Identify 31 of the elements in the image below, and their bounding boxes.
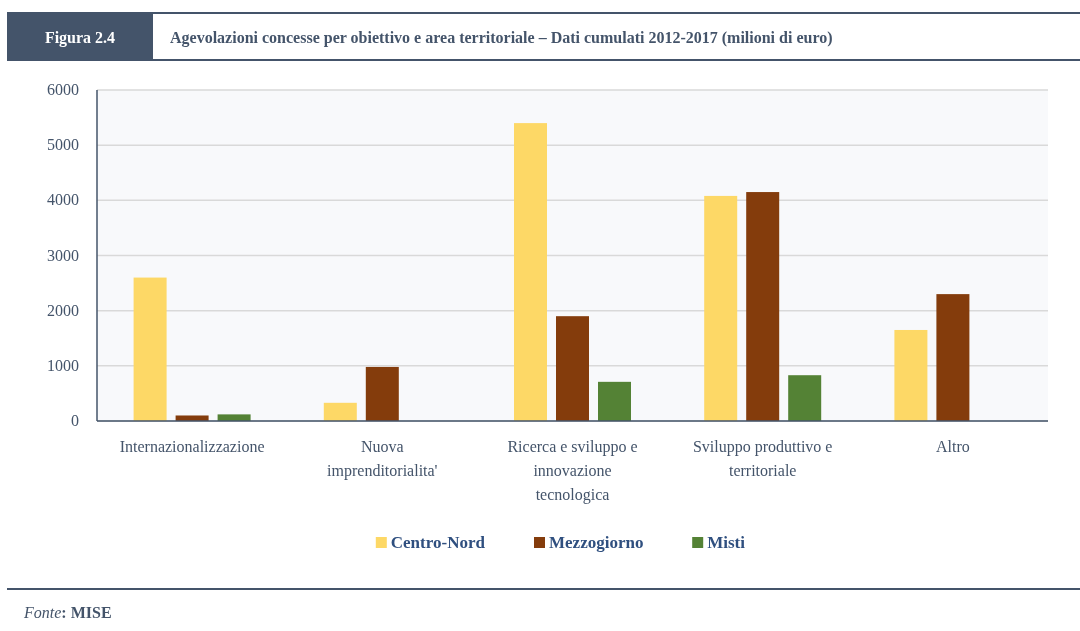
x-tick-label: Altro bbox=[936, 438, 970, 455]
bar bbox=[175, 415, 209, 421]
bar bbox=[788, 375, 822, 421]
bar bbox=[936, 294, 970, 421]
bar bbox=[217, 414, 251, 421]
bar bbox=[746, 192, 780, 421]
y-tick-label: 6000 bbox=[47, 81, 79, 98]
y-tick-label: 2000 bbox=[47, 301, 79, 319]
bar bbox=[598, 381, 631, 421]
bar bbox=[133, 277, 167, 421]
y-tick-label: 1000 bbox=[47, 356, 79, 374]
y-tick-label: 0 bbox=[71, 412, 79, 429]
y-tick-label: 4000 bbox=[47, 191, 79, 209]
bar bbox=[556, 316, 589, 421]
y-tick-label: 5000 bbox=[47, 136, 79, 154]
legend-label: Misti bbox=[707, 533, 746, 552]
bar bbox=[704, 195, 738, 421]
text: Figura 2.4 bbox=[44, 29, 116, 47]
chart-title: Agevolazioni concesse per obiettivo e area territoriale – Dati cumulati 2012-2017 (milioni di euro) bbox=[170, 29, 833, 47]
x-tick-label: Ricerca e sviluppo e innovazione tecnologica bbox=[507, 438, 638, 504]
x-tick-label: Sviluppo produttivo e territoriale bbox=[692, 438, 833, 479]
bar bbox=[365, 366, 399, 421]
x-tick-label: Internazionalizzazione bbox=[119, 438, 265, 455]
bar bbox=[323, 402, 357, 421]
bar bbox=[894, 329, 928, 421]
y-tick-label: 3000 bbox=[47, 246, 79, 264]
x-tick-label: Nuova imprenditorialita' bbox=[327, 438, 438, 480]
legend-label: Centro-Nord bbox=[390, 533, 486, 552]
bar bbox=[514, 123, 547, 421]
legend-label: Mezzogiorno bbox=[549, 533, 644, 552]
source-note: Fonte: MISE bbox=[23, 604, 112, 621]
